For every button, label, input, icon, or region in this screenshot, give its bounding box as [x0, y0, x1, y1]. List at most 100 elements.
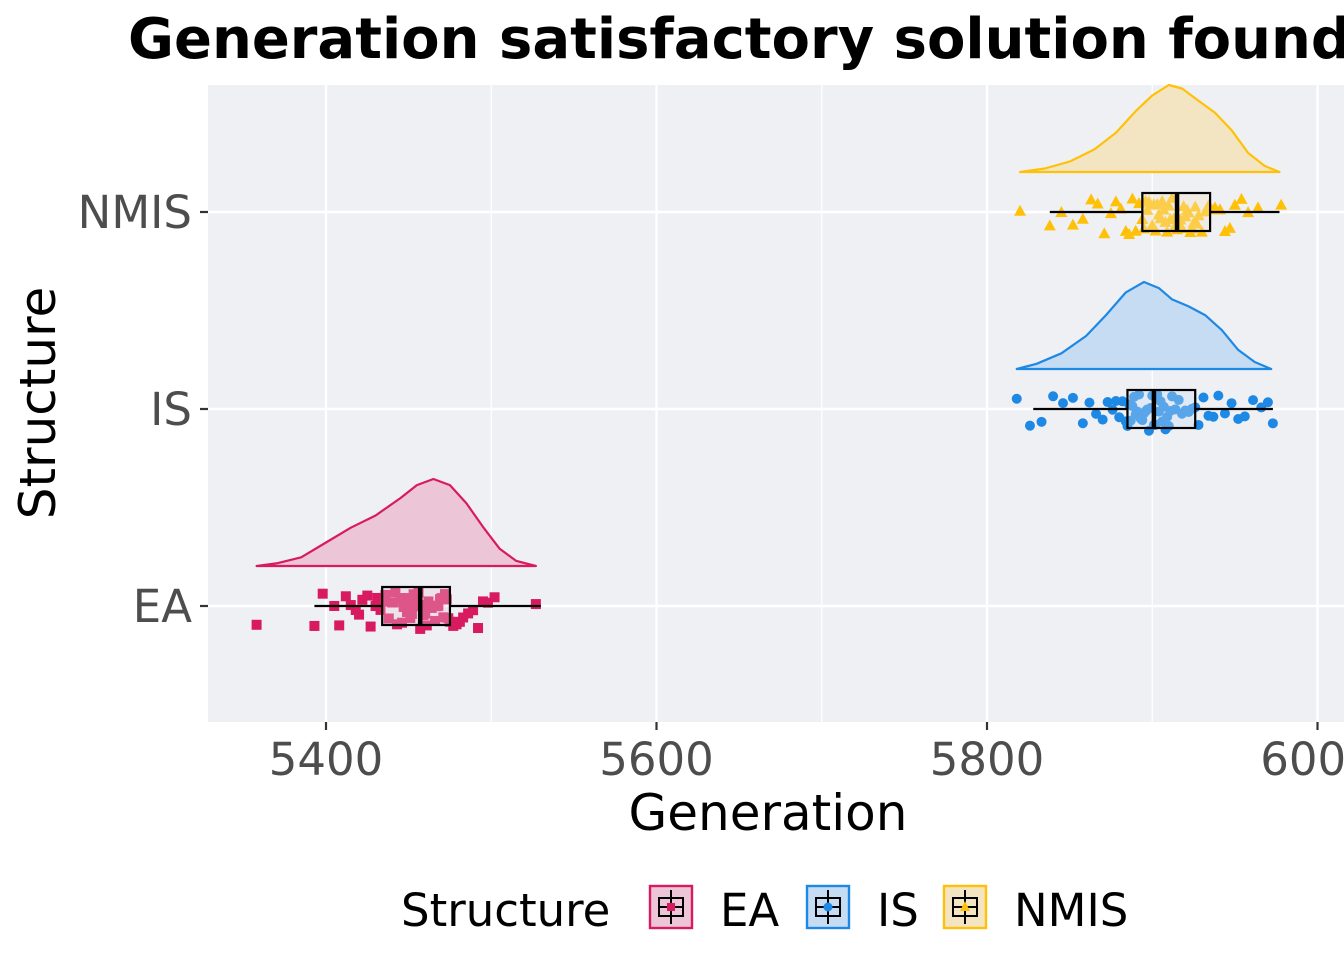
point-nmis	[1114, 202, 1127, 214]
point-nmis	[1126, 192, 1139, 204]
point-ea	[397, 617, 408, 628]
point-nmis	[1098, 227, 1111, 239]
point-is	[1213, 390, 1224, 401]
point-ea	[340, 591, 351, 602]
point-ea	[380, 589, 391, 600]
point-ea	[362, 590, 373, 601]
density-cloud-is	[1015, 280, 1273, 371]
point-is	[1262, 397, 1273, 408]
point-ea	[482, 597, 493, 608]
point-ea	[365, 621, 376, 632]
point-nmis	[1156, 194, 1169, 206]
point-nmis	[1151, 198, 1164, 210]
point-is	[1036, 416, 1047, 427]
point-nmis	[1218, 224, 1231, 236]
point-is	[1048, 391, 1059, 402]
x-tick-label: 5800	[930, 733, 1045, 786]
box-is	[1126, 388, 1197, 430]
x-tick-label: 6000	[1260, 733, 1344, 786]
point-ea	[473, 623, 484, 634]
point-nmis	[1014, 204, 1027, 216]
point-nmis	[1192, 209, 1205, 221]
point-ea	[400, 593, 411, 604]
density-cloud-nmis	[1018, 83, 1281, 174]
box-ea	[381, 585, 452, 627]
point-nmis	[1043, 219, 1056, 231]
point-nmis	[1228, 198, 1241, 210]
point-ea	[372, 592, 383, 603]
point-nmis	[1252, 201, 1265, 213]
legend-marker	[823, 902, 833, 912]
chart-title: Generation satisfactory solution found	[128, 7, 1344, 72]
point-is	[1198, 392, 1209, 403]
point-ea	[388, 597, 399, 608]
legend-key-nmis: NMIS	[942, 884, 1128, 937]
x-axis-title: Generation	[629, 784, 908, 842]
legend-marker	[667, 903, 675, 911]
point-is	[1067, 392, 1078, 403]
point-ea	[354, 609, 365, 620]
point-ea	[468, 605, 479, 616]
legend-marker	[960, 901, 970, 911]
axes: 5400 5600 5800 6000 EA IS NMIS	[78, 186, 1344, 786]
point-nmis	[1109, 195, 1122, 207]
point-nmis	[1066, 218, 1079, 230]
point-ea	[390, 587, 401, 598]
legend: Structure EA IS NMIS	[401, 884, 1128, 937]
y-tick-label-ea: EA	[133, 580, 192, 633]
point-ea	[251, 619, 262, 630]
point-ea	[309, 620, 320, 631]
point-is	[1058, 398, 1069, 409]
point-ea	[410, 592, 421, 603]
x-tick-label: 5400	[269, 733, 384, 786]
point-ea	[334, 620, 345, 631]
point-is	[1173, 394, 1184, 405]
legend-key-ea: EA	[648, 884, 779, 937]
point-is	[1219, 408, 1230, 419]
point-nmis	[1076, 212, 1089, 224]
boxplots	[314, 191, 1280, 627]
point-is	[1102, 397, 1113, 408]
point-nmis	[1190, 217, 1203, 229]
point-ea	[375, 604, 386, 615]
density-clouds	[255, 83, 1281, 568]
point-is	[1248, 395, 1259, 406]
point-ea	[420, 608, 431, 619]
point-nmis	[1223, 221, 1236, 233]
point-nmis	[1189, 200, 1202, 212]
point-nmis	[1123, 227, 1136, 239]
x-tick-label: 5600	[599, 733, 714, 786]
point-nmis	[1085, 193, 1098, 205]
y-axis-title: Structure	[9, 287, 67, 520]
point-ea	[317, 588, 328, 599]
point-ea	[433, 600, 444, 611]
y-tick-label-nmis: NMIS	[78, 186, 192, 239]
y-tick-label-is: IS	[150, 383, 192, 436]
density-cloud-ea	[255, 477, 537, 568]
point-ea	[415, 623, 426, 634]
point-is	[1024, 420, 1035, 431]
point-nmis	[1275, 198, 1288, 210]
point-is	[1226, 398, 1237, 409]
point-is	[1077, 418, 1088, 429]
point-nmis	[1162, 199, 1175, 211]
point-nmis	[1182, 206, 1195, 218]
point-is	[1267, 418, 1278, 429]
legend-key-is: IS	[805, 884, 919, 937]
point-ea	[406, 608, 417, 619]
legend-title: Structure	[401, 884, 610, 937]
point-ea	[530, 599, 541, 610]
legend-label-nmis: NMIS	[1014, 884, 1128, 937]
legend-label-is: IS	[877, 884, 919, 937]
point-ea	[441, 594, 452, 605]
point-ea	[403, 599, 414, 610]
point-is	[1084, 397, 1095, 408]
point-is	[1239, 411, 1250, 422]
point-is	[1091, 408, 1102, 419]
point-ea	[439, 589, 450, 600]
point-ea	[378, 596, 389, 607]
point-nmis	[1159, 215, 1172, 227]
point-ea	[430, 615, 441, 626]
legend-label-ea: EA	[720, 884, 779, 937]
